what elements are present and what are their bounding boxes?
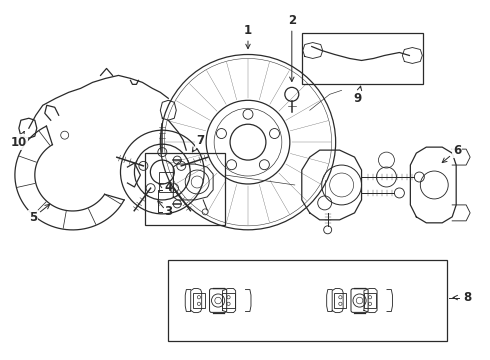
- Bar: [302, 32, 423, 84]
- Text: 9: 9: [353, 86, 362, 105]
- Text: 8: 8: [463, 291, 471, 304]
- Text: 10: 10: [11, 131, 27, 149]
- Bar: [193, 293, 205, 308]
- Bar: [364, 293, 376, 308]
- Text: 5: 5: [29, 204, 49, 224]
- Bar: [222, 293, 235, 308]
- Text: 4: 4: [164, 181, 172, 194]
- Text: 2: 2: [288, 14, 296, 81]
- Text: 7: 7: [193, 134, 204, 152]
- Bar: [159, 172, 173, 192]
- Bar: [334, 293, 346, 308]
- Bar: [168, 260, 447, 341]
- Text: 1: 1: [244, 24, 252, 49]
- Text: 3: 3: [164, 205, 172, 219]
- Text: 6: 6: [442, 144, 461, 163]
- Bar: [146, 153, 225, 225]
